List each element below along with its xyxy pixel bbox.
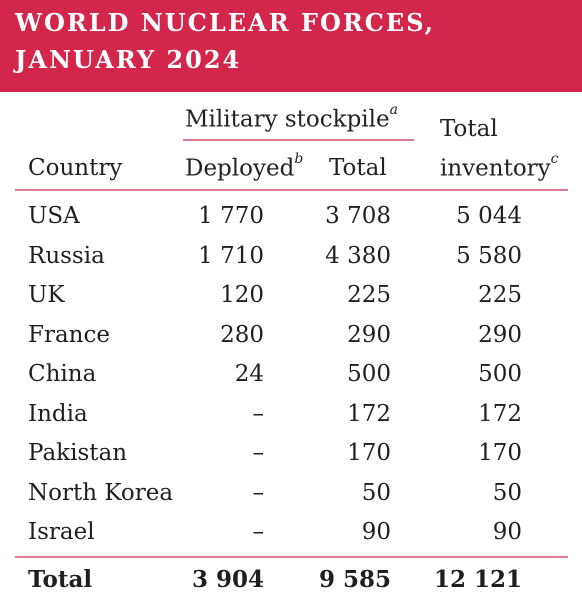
inventory-cell: 5 044 [456, 203, 522, 229]
total-label: Total [28, 566, 93, 593]
deployed-header: Deployedb [185, 151, 303, 182]
country-cell: North Korea [28, 479, 174, 506]
total-cell: 50 [361, 479, 391, 506]
total-cell: 90 [361, 519, 391, 545]
deployed-label: Deployed [185, 155, 295, 182]
country-cell: USA [28, 203, 80, 229]
inventory-cell: 5 580 [456, 242, 522, 269]
inventory-cell: 290 [478, 321, 522, 348]
deployed-cell: – [252, 519, 265, 545]
stockpile-underline [183, 139, 414, 141]
deployed-cell: 1 770 [198, 203, 264, 229]
header-rule [15, 189, 568, 191]
total-cell: 172 [347, 400, 391, 427]
deployed-cell: – [252, 400, 265, 427]
country-cell: Russia [28, 242, 105, 269]
inventory-cell: 500 [478, 361, 522, 387]
inventory-cell: 172 [478, 400, 522, 427]
country-cell: Israel [28, 519, 95, 545]
total-total: 9 585 [318, 566, 391, 593]
country-cell: Pakistan [28, 440, 128, 466]
total-inventory-header-line1: Total [440, 116, 498, 142]
inventory-cell: 90 [492, 519, 522, 545]
total-cell: 500 [347, 361, 391, 387]
title-line-1: WORLD NUCLEAR FORCES, [15, 8, 436, 37]
inventory-cell: 50 [492, 479, 522, 506]
country-cell: UK [28, 282, 65, 308]
country-cell: India [28, 400, 88, 427]
total-inventory: 12 121 [433, 566, 522, 593]
total-cell: 4 380 [325, 242, 391, 269]
deployed-cell: 280 [220, 321, 264, 348]
total-cell: 3 708 [325, 203, 391, 229]
title-line-2: JANUARY 2024 [15, 45, 242, 74]
country-header: Country [28, 155, 123, 181]
total-deployed: 3 904 [191, 566, 264, 593]
inventory-cell: 225 [478, 282, 522, 308]
footnote-c: c [550, 151, 559, 167]
total-inventory-header-line2: inventoryc [440, 151, 559, 182]
country-cell: China [28, 361, 97, 387]
total-cell: 170 [347, 440, 391, 466]
military-stockpile-header: Military stockpilea [185, 102, 398, 133]
country-cell: France [28, 321, 110, 348]
total-cell: 290 [347, 321, 391, 348]
title-banner: WORLD NUCLEAR FORCES, JANUARY 2024 [0, 0, 582, 92]
total-cell: 225 [347, 282, 391, 308]
footnote-a: a [389, 102, 398, 118]
deployed-cell: 24 [234, 361, 264, 387]
deployed-cell: – [252, 479, 265, 506]
military-stockpile-label: Military stockpile [185, 106, 390, 133]
deployed-cell: – [252, 440, 265, 466]
total-rule [15, 556, 568, 558]
inventory-cell: 170 [478, 440, 522, 466]
total-header: Total [329, 155, 387, 181]
deployed-cell: 120 [220, 282, 264, 308]
footnote-b: b [294, 151, 304, 167]
deployed-cell: 1 710 [198, 242, 264, 269]
inventory-label: inventory [440, 155, 551, 182]
